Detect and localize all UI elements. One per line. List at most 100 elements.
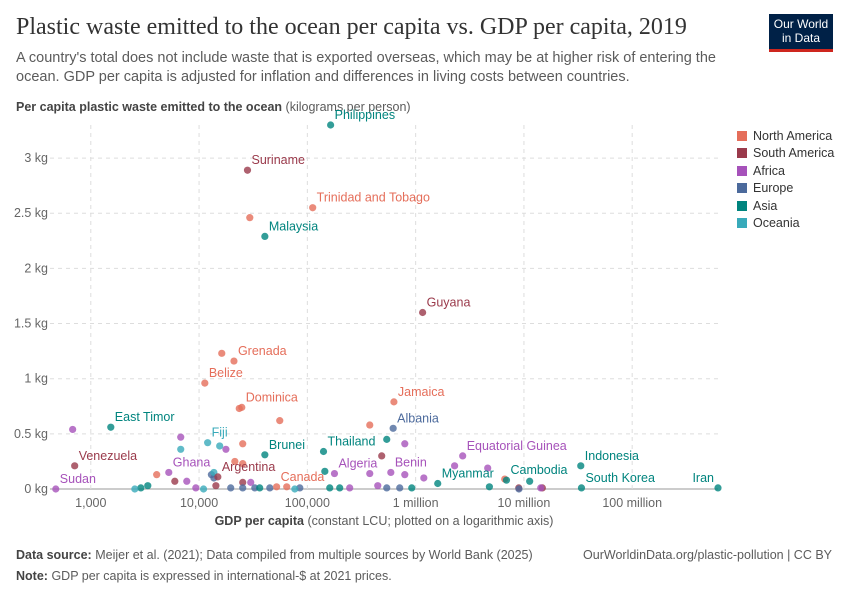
legend-item-south-america[interactable]: South America	[737, 145, 834, 163]
data-point[interactable]	[419, 308, 427, 317]
data-point[interactable]	[515, 485, 523, 493]
data-point[interactable]	[238, 403, 246, 411]
data-point[interactable]	[183, 477, 191, 485]
data-point[interactable]	[247, 478, 255, 486]
legend-item-oceania[interactable]: Oceania	[737, 215, 834, 233]
data-point[interactable]	[420, 474, 428, 482]
data-point[interactable]	[378, 452, 386, 460]
data-point[interactable]	[383, 435, 391, 443]
note: Note: GDP per capita is expressed in int…	[16, 569, 392, 583]
data-point[interactable]	[230, 357, 238, 365]
data-point[interactable]	[291, 485, 299, 493]
data-point[interactable]	[246, 214, 254, 222]
data-point[interactable]	[396, 484, 404, 492]
data-point[interactable]	[201, 379, 209, 387]
point-label: East Timor	[115, 410, 175, 424]
data-point[interactable]	[131, 485, 139, 493]
data-point[interactable]	[485, 483, 494, 491]
data-point[interactable]	[261, 232, 269, 241]
data-point[interactable]	[71, 462, 79, 470]
data-point[interactable]	[239, 460, 247, 468]
data-point[interactable]	[336, 484, 344, 492]
owid-logo[interactable]: Our World in Data	[769, 14, 833, 52]
data-point[interactable]	[231, 457, 239, 466]
data-point[interactable]	[192, 484, 200, 492]
data-point[interactable]	[165, 468, 173, 477]
point-label: Dominica	[246, 390, 298, 404]
data-point[interactable]	[199, 485, 208, 493]
data-point[interactable]	[330, 469, 339, 478]
data-point[interactable]	[389, 424, 397, 432]
data-point[interactable]	[451, 462, 459, 470]
chart-title: Plastic waste emitted to the ocean per c…	[16, 14, 687, 40]
data-point[interactable]	[714, 484, 722, 492]
data-point[interactable]	[261, 451, 269, 459]
data-point[interactable]	[239, 478, 247, 486]
data-point[interactable]	[214, 473, 222, 481]
data-point[interactable]	[401, 440, 409, 448]
point-label: Benin	[395, 455, 427, 469]
point-label: Cambodia	[510, 463, 567, 477]
data-point[interactable]	[283, 483, 291, 491]
data-point[interactable]	[319, 447, 328, 456]
data-point[interactable]	[434, 479, 442, 488]
x-tick-label: 1,000	[75, 496, 106, 510]
data-point[interactable]	[212, 482, 220, 490]
data-point[interactable]	[177, 445, 185, 453]
legend-item-africa[interactable]: Africa	[737, 162, 834, 180]
y-tick-label: 3 kg	[24, 151, 48, 165]
legend-swatch	[737, 148, 747, 159]
data-point[interactable]	[177, 433, 185, 441]
data-point[interactable]	[107, 423, 115, 431]
legend-item-north-america[interactable]: North America	[737, 127, 834, 145]
data-point[interactable]	[577, 462, 585, 470]
data-point[interactable]	[222, 445, 230, 453]
data-point[interactable]	[256, 484, 264, 492]
data-point[interactable]	[577, 484, 586, 492]
data-point[interactable]	[227, 484, 235, 492]
data-point[interactable]	[374, 482, 382, 490]
data-point[interactable]	[137, 484, 145, 492]
data-point[interactable]	[390, 398, 398, 406]
data-point[interactable]	[484, 464, 492, 472]
data-point[interactable]	[216, 442, 224, 450]
legend-item-europe[interactable]: Europe	[737, 180, 834, 198]
data-point[interactable]	[218, 349, 226, 357]
data-point[interactable]	[309, 204, 317, 212]
data-point[interactable]	[171, 477, 179, 485]
data-point[interactable]	[366, 469, 374, 478]
y-tick-label: 0.5 kg	[14, 427, 48, 441]
data-point[interactable]	[408, 484, 416, 492]
data-point[interactable]	[327, 121, 335, 129]
data-point[interactable]	[502, 476, 511, 484]
data-point[interactable]	[387, 468, 395, 477]
data-point[interactable]	[144, 482, 152, 490]
data-point[interactable]	[526, 477, 534, 485]
data-point[interactable]	[321, 467, 329, 475]
source-text[interactable]: Meijer et al. (2021); Data compiled from…	[95, 548, 533, 562]
point-label: Grenada	[238, 344, 287, 358]
legend-item-asia[interactable]: Asia	[737, 197, 834, 215]
data-point[interactable]	[346, 484, 354, 492]
data-point[interactable]	[69, 425, 77, 434]
data-point[interactable]	[326, 484, 334, 492]
data-point[interactable]	[276, 417, 284, 425]
data-point[interactable]	[153, 471, 161, 479]
source-url[interactable]: OurWorldinData.org/plastic-pollution | C…	[583, 548, 832, 562]
point-label: Guyana	[427, 296, 471, 310]
data-point[interactable]	[459, 452, 467, 460]
data-point[interactable]	[366, 421, 374, 429]
data-point[interactable]	[52, 485, 60, 493]
x-tick-label: 10 million	[498, 496, 551, 510]
data-point[interactable]	[239, 440, 247, 448]
data-point[interactable]	[273, 483, 281, 491]
data-point[interactable]	[239, 484, 247, 492]
data-point[interactable]	[243, 166, 252, 174]
data-point[interactable]	[204, 439, 212, 447]
data-point[interactable]	[401, 471, 409, 479]
data-point[interactable]	[383, 484, 391, 492]
data-point[interactable]	[537, 484, 545, 492]
data-point[interactable]	[266, 484, 274, 492]
legend-label: South America	[753, 146, 835, 161]
